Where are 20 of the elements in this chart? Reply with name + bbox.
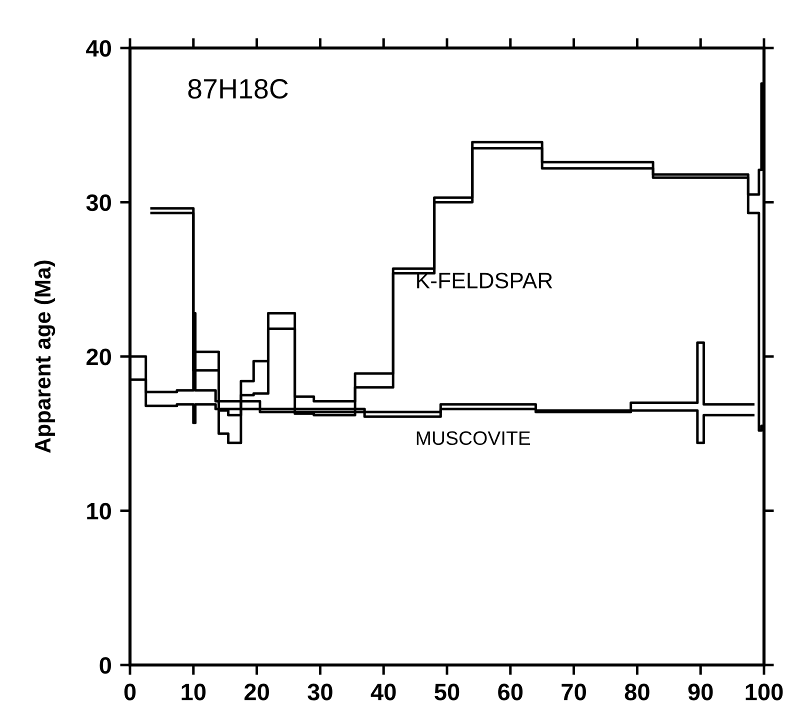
y-tick-label: 30 (86, 194, 111, 212)
annotation: 87H18C (188, 78, 288, 99)
annotation: MUSCOVITE (416, 431, 530, 446)
x-tick-label: 80 (624, 684, 650, 700)
y-axis-title: Apparent age (Ma) (34, 260, 56, 453)
x-tick-label: 100 (746, 684, 783, 700)
x-tick-label: 50 (434, 684, 460, 700)
y-tick-label: 10 (87, 502, 111, 520)
x-tick-label: 40 (370, 684, 396, 700)
x-tick-label: 90 (688, 684, 713, 700)
y-tick-label: 20 (86, 348, 111, 366)
y-tick-label: 40 (86, 40, 111, 57)
y-tick-label: 0 (100, 657, 111, 674)
x-tick-label: 0 (124, 684, 136, 700)
x-tick-label: 20 (244, 684, 269, 700)
x-tick-label: 10 (182, 684, 206, 700)
x-tick-label: 70 (562, 684, 586, 700)
annotation: K-FELDSPAR (417, 272, 552, 288)
x-tick-label: 60 (498, 684, 523, 700)
x-tick-label: 30 (308, 684, 332, 700)
